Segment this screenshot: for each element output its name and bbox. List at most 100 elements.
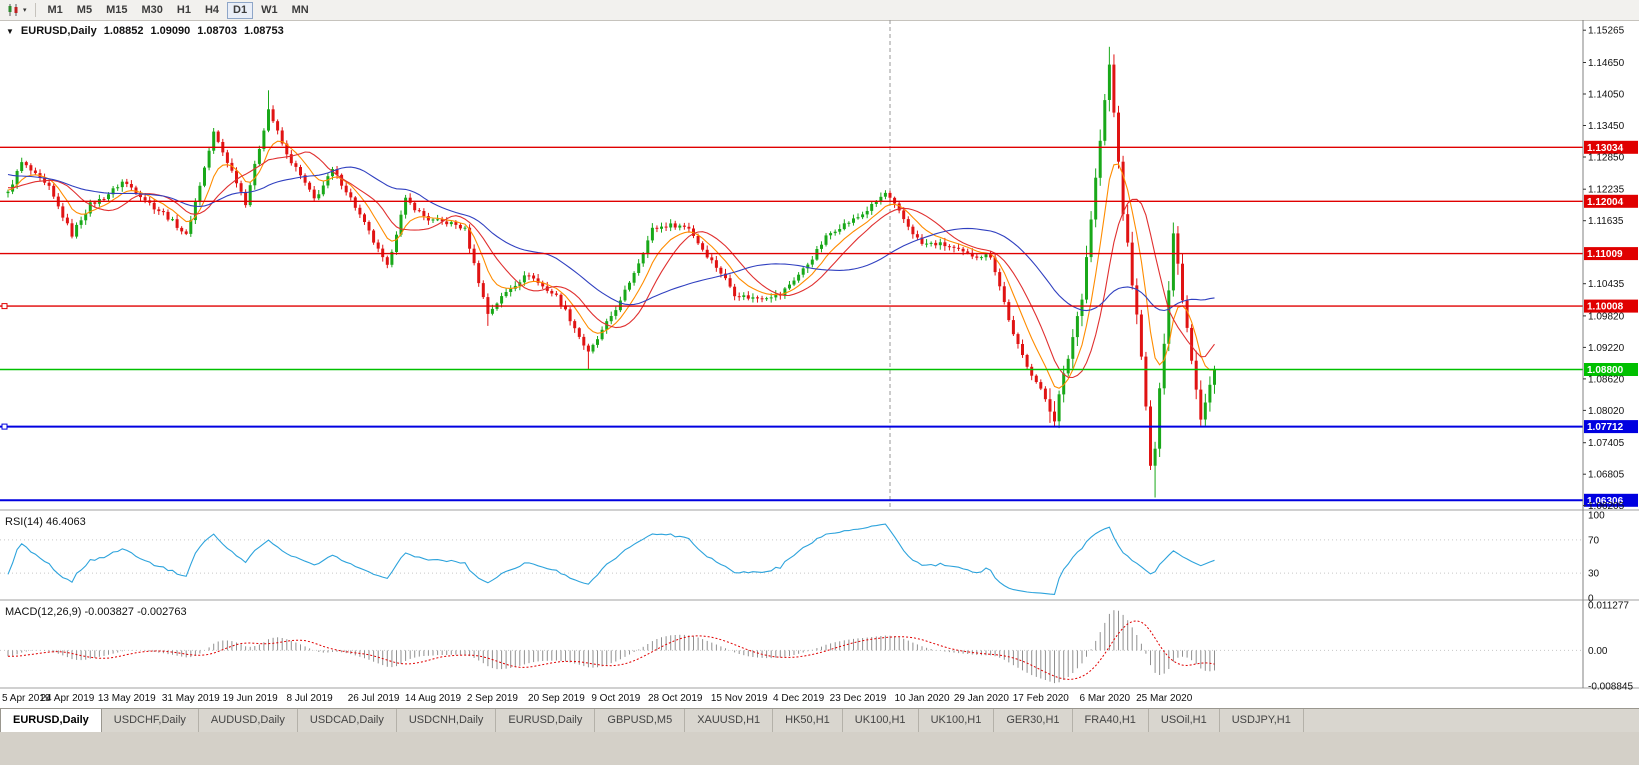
date-label: 8 Jul 2019	[287, 693, 334, 704]
date-label: 14 Aug 2019	[405, 693, 462, 704]
rsi-line	[7, 523, 1215, 595]
date-label: 5 Apr 2019	[2, 693, 51, 704]
price-tag	[1584, 493, 1638, 507]
svg-text:1.14050: 1.14050	[1588, 90, 1625, 101]
price-tag	[1584, 420, 1638, 434]
price-tag-label: 1.11009	[1587, 249, 1623, 260]
sma34-moving-average-line[interactable]	[7, 166, 1215, 312]
date-label: 25 Mar 2020	[1136, 693, 1193, 704]
chart-tab-usoil-h1[interactable]: USOil,H1	[1148, 709, 1220, 733]
date-label: 31 May 2019	[162, 693, 220, 704]
timeframe-button-m5[interactable]: M5	[76, 3, 93, 16]
svg-text:1.10435: 1.10435	[1588, 279, 1625, 290]
timeframe-button-m30[interactable]: M30	[141, 3, 163, 16]
price-scale[interactable]: 1.15265 1.14650 1.14050 1.13450 1.12850 1.122…	[1583, 26, 1625, 512]
close-value: 1.08753	[244, 25, 284, 37]
chart-tab-usdchf-daily[interactable]: USDCHF,Daily	[101, 709, 199, 733]
svg-text:1.08020: 1.08020	[1588, 406, 1625, 417]
price-tag	[1584, 140, 1638, 154]
timeframe-toolbar: M1 M5 M15 M30 H1 H4 D1 W1 MN	[41, 1, 316, 19]
chart-tab-xauusd-h1[interactable]: XAUUSD,H1	[685, 709, 774, 733]
timeframe-button-h4[interactable]: H4	[204, 3, 220, 16]
timeframe-button-m1[interactable]: M1	[47, 3, 63, 16]
macd-scale-label: 0.011277	[1588, 601, 1629, 612]
date-label: 2 Sep 2019	[467, 693, 519, 704]
svg-text:1.06805: 1.06805	[1588, 470, 1625, 481]
svg-text:1.08620: 1.08620	[1588, 374, 1625, 385]
price-tag	[1584, 247, 1638, 261]
chart-tab-usdcnh-daily[interactable]: USDCNH,Daily	[396, 709, 497, 733]
date-label: 20 Sep 2019	[528, 693, 585, 704]
price-tag-label: 1.12004	[1587, 197, 1624, 208]
date-label: 24 Apr 2019	[40, 693, 94, 704]
candlestick-chart-icon	[8, 4, 18, 16]
date-label: 29 Jan 2020	[954, 693, 1009, 704]
svg-text:1.07405: 1.07405	[1588, 438, 1625, 449]
timeframe-button-d1[interactable]: D1	[227, 1, 254, 19]
rsi-scale-label: 30	[1588, 569, 1600, 580]
timeframe-button-mn[interactable]: MN	[291, 3, 309, 16]
timeframe-button-h1[interactable]: H1	[176, 3, 191, 16]
price-tag	[1584, 363, 1638, 376]
date-label: 15 Nov 2019	[711, 693, 768, 704]
toolbar: ▾ M1 M5 M15 M30 H1 H4 D1 W1 MN	[0, 0, 1639, 21]
high-value: 1.09090	[150, 25, 191, 37]
date-label: 10 Jan 2020	[894, 693, 949, 704]
svg-text:1.09220: 1.09220	[1588, 343, 1625, 354]
toolbar-separator	[34, 3, 36, 17]
chart-context-caret-icon[interactable]: ▼	[6, 26, 14, 36]
svg-text:1.09820: 1.09820	[1588, 311, 1625, 322]
ema8-moving-average-line[interactable]	[7, 140, 1215, 389]
chart-tab-uk100-h1[interactable]: UK100,H1	[918, 709, 995, 733]
svg-text:1.12235: 1.12235	[1588, 185, 1625, 196]
line-handle[interactable]	[1, 303, 8, 310]
chart-ohlc-header: ▼ EURUSD,Daily 1.08852 1.09090 1.08703 1…	[6, 25, 284, 37]
window-bottom-strip	[0, 732, 1639, 765]
svg-text:1.11635: 1.11635	[1588, 216, 1624, 227]
chart-tab-uk100-h1[interactable]: UK100,H1	[842, 709, 919, 733]
rsi-scale-label: 100	[1588, 511, 1605, 522]
date-label: 13 May 2019	[98, 693, 156, 704]
candlestick-series	[6, 46, 1216, 498]
chart-tab-usdcad-daily[interactable]: USDCAD,Daily	[297, 709, 397, 733]
price-tag-label: 1.06306	[1587, 496, 1624, 507]
macd-histogram	[7, 610, 1215, 684]
date-label: 4 Dec 2019	[773, 693, 825, 704]
rsi-indicator-label: RSI(14) 46.4063	[5, 516, 86, 528]
chart-tab-eurusd-daily[interactable]: EURUSD,Daily	[496, 709, 596, 733]
timeframe-button-m15[interactable]: M15	[106, 3, 128, 16]
price-tag-label: 1.13034	[1587, 143, 1624, 154]
chart-tab-bar: EURUSD,Daily USDCHF,Daily AUDUSD,Daily USDC…	[0, 708, 1639, 733]
chart-tab-gbpusd-m5[interactable]: GBPUSD,M5	[595, 709, 686, 733]
date-label: 23 Dec 2019	[830, 693, 887, 704]
timeframe-button-w1[interactable]: W1	[261, 3, 278, 16]
rsi-scale-label: 0	[1588, 594, 1594, 605]
open-value: 1.08852	[103, 25, 144, 37]
svg-text:1.14650: 1.14650	[1588, 58, 1625, 69]
chart-canvas[interactable]: 1.13034 1.12004 1.11009 1.10008 1.08800 1.077…	[0, 20, 1639, 708]
price-tag	[1584, 299, 1638, 313]
svg-text:1.13450: 1.13450	[1588, 121, 1625, 132]
date-label: 9 Oct 2019	[591, 693, 640, 704]
line-handle[interactable]	[1, 423, 8, 430]
chart-type-button[interactable]: ▾	[3, 1, 30, 19]
chart-tab-usdjpy-h1[interactable]: USDJPY,H1	[1219, 709, 1304, 733]
date-label: 19 Jun 2019	[223, 693, 278, 704]
chart-tab-ger30-h1[interactable]: GER30,H1	[994, 709, 1073, 733]
chart-tab-fra40-h1[interactable]: FRA40,H1	[1072, 709, 1149, 733]
date-label: 26 Jul 2019	[348, 693, 400, 704]
date-label: 28 Oct 2019	[648, 693, 703, 704]
chart-symbol-label: EURUSD,Daily	[20, 25, 97, 37]
chart-tab-eurusd-daily[interactable]: EURUSD,Daily	[0, 709, 102, 733]
low-value: 1.08703	[197, 25, 238, 37]
chart-tab-audusd-daily[interactable]: AUDUSD,Daily	[198, 709, 298, 733]
sma13-moving-average-line[interactable]	[7, 151, 1215, 379]
price-tag-label: 1.07712	[1587, 422, 1624, 433]
chevron-down-icon: ▾	[23, 6, 27, 14]
chart-tab-hk50-h1[interactable]: HK50,H1	[773, 709, 843, 733]
macd-scale-label: -0.008845	[1588, 682, 1633, 693]
date-label: 6 Mar 2020	[1080, 693, 1131, 704]
price-tag-label: 1.08800	[1587, 365, 1624, 376]
